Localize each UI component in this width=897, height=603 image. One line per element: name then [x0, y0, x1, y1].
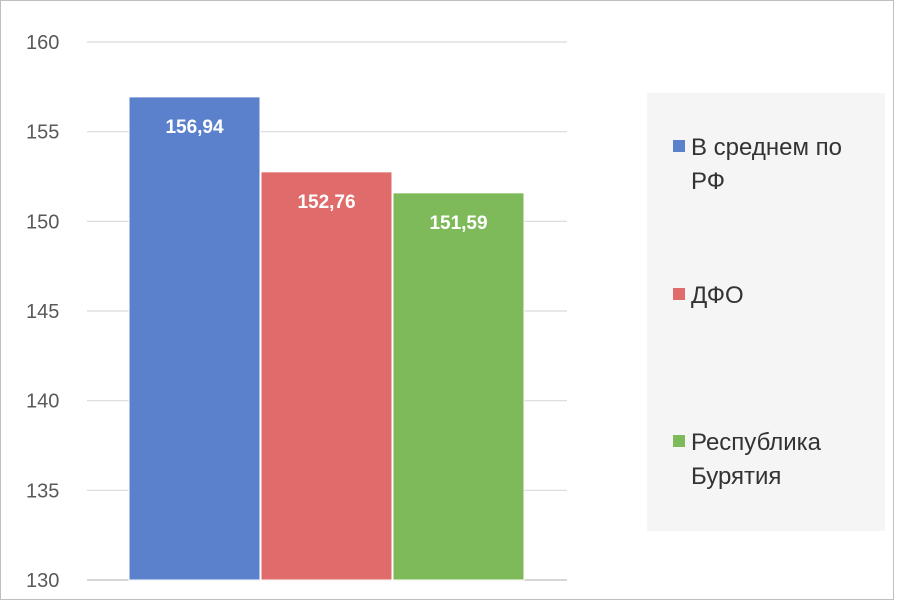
data-label: 156,94 [165, 117, 224, 138]
bar-chart: 130 135 140 145 150 155 160 156,94 152,76 151,59 [26, 32, 567, 592]
legend: В среднем по РФ ДФО Республика Бурятия [647, 93, 885, 531]
legend-swatch-rf [673, 140, 685, 152]
legend-label-buryatia: Республика Бурятия [691, 429, 822, 490]
legend-item-rf: В среднем по РФ [673, 131, 873, 199]
legend-swatch-dfo [673, 288, 685, 300]
data-label: 152,76 [297, 192, 355, 213]
bar [392, 192, 525, 581]
legend-label-dfo: ДФО [691, 282, 744, 309]
y-tick-label: 135 [26, 480, 59, 502]
data-label: 151,59 [429, 213, 487, 234]
legend-swatch-buryatia [673, 435, 685, 447]
y-tick-label: 145 [26, 301, 59, 323]
y-tick-label: 155 [26, 122, 59, 144]
bar [128, 96, 261, 581]
y-tick-label: 130 [26, 570, 59, 592]
bar [260, 171, 393, 581]
y-tick-label: 160 [26, 32, 59, 54]
y-tick-label: 150 [26, 211, 59, 233]
legend-item-buryatia: Республика Бурятия [673, 426, 873, 494]
legend-label-rf: В среднем по РФ [691, 134, 842, 195]
y-tick-label: 140 [26, 391, 59, 413]
legend-item-dfo: ДФО [673, 279, 873, 313]
